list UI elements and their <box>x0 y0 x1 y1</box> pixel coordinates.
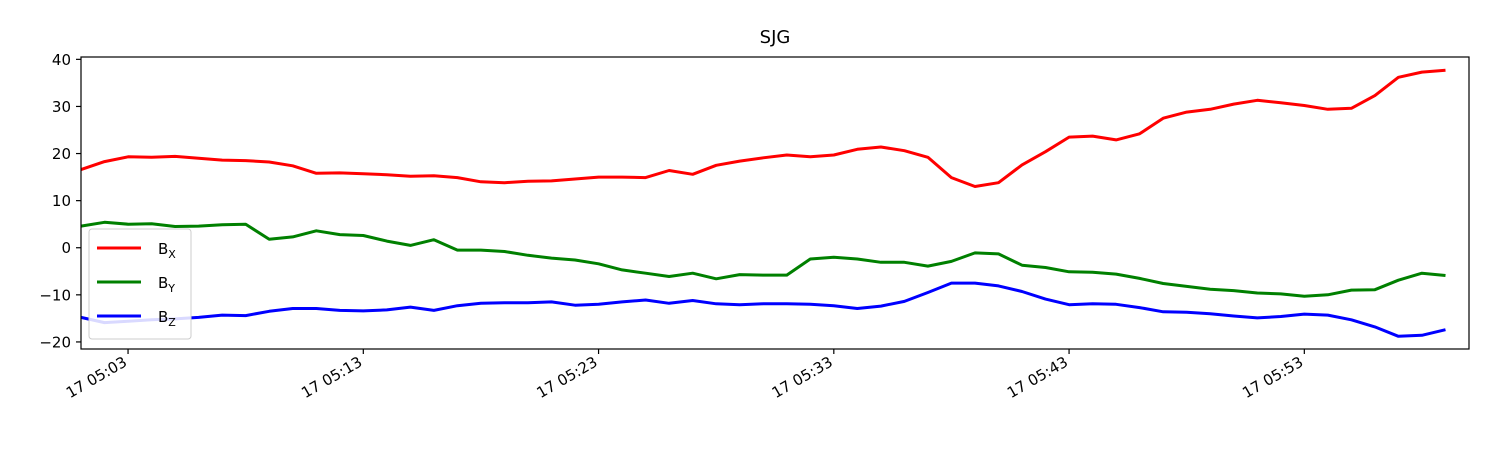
series-line-bz <box>80 281 1446 338</box>
y-tick-label: −20 <box>39 333 71 351</box>
legend-label-subscript: Y <box>167 282 175 295</box>
y-tick-label: 10 <box>52 192 71 210</box>
legend-label: BY <box>158 274 175 295</box>
plot-area <box>80 68 1446 338</box>
y-axis: −20 −10 0 10 20 30 40 <box>39 51 81 351</box>
legend-label-subscript: Z <box>168 316 176 329</box>
y-tick-label: 40 <box>52 51 71 69</box>
legend-label-main: B <box>158 274 168 292</box>
chart-title: SJG <box>760 27 791 48</box>
plot-frame <box>80 56 1470 350</box>
legend-label: BZ <box>158 308 176 329</box>
y-tick-label: 30 <box>52 98 71 116</box>
legend-box <box>88 228 192 340</box>
y-tick-label: −10 <box>39 286 71 304</box>
legend-label-subscript: X <box>168 248 176 261</box>
series-line-bx <box>80 68 1446 188</box>
legend-label-main: B <box>158 308 168 326</box>
y-tick-label: 20 <box>52 145 71 163</box>
y-tick-label: 0 <box>61 239 71 257</box>
series-line-by <box>80 220 1446 298</box>
legend-label: BX <box>158 240 176 261</box>
legend-label-main: B <box>158 240 168 258</box>
